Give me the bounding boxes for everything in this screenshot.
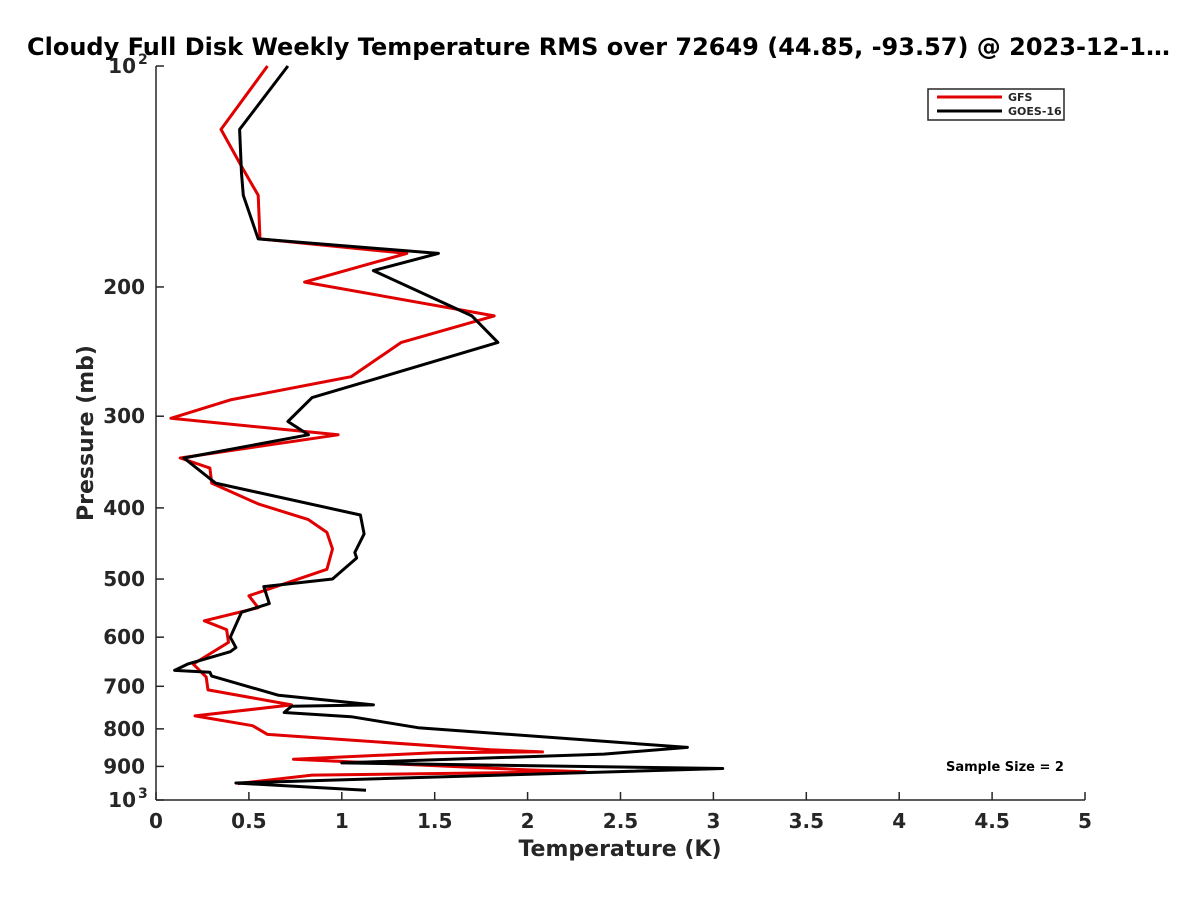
y-tick-label: 800 (103, 717, 145, 741)
x-tick-label: 2.5 (603, 809, 638, 833)
y-tick-label: 400 (103, 496, 145, 520)
series-lines (169, 65, 725, 792)
x-tick-label: 1 (335, 809, 349, 833)
y-tick-label: 200 (103, 275, 145, 299)
y-tick-label: 500 (103, 567, 145, 591)
legend-label-goes16: GOES-16 (1008, 105, 1062, 118)
sample-size-annotation: Sample Size = 2 (946, 760, 1064, 775)
y-tick-exponent: 2 (138, 52, 148, 68)
series-line-gfs (169, 65, 587, 786)
plot-area (155, 66, 1085, 801)
x-tick-label: 3.5 (789, 809, 824, 833)
x-tick-label: 3 (706, 809, 720, 833)
x-axis-label: Temperature (K) (518, 837, 721, 862)
chart-title: Cloudy Full Disk Weekly Temperature RMS … (27, 33, 1170, 61)
series-line-goes16 (173, 65, 725, 792)
x-tick-label: 4 (892, 809, 906, 833)
x-tick-label: 4.5 (974, 809, 1009, 833)
y-tick-label: 10 (108, 54, 136, 78)
x-ticks: 0 0.5 1 1.5 2 2.5 3 3.5 4 4.5 5 (149, 792, 1092, 833)
y-tick-label: 10 (108, 788, 136, 812)
legend: GFS GOES-16 (927, 88, 1065, 121)
x-tick-label: 0.5 (231, 809, 266, 833)
x-tick-label: 0 (149, 809, 163, 833)
y-tick-exponent: 3 (138, 786, 148, 802)
legend-label-gfs: GFS (1008, 91, 1033, 104)
y-tick-label: 700 (103, 674, 145, 698)
y-tick-label: 600 (103, 625, 145, 649)
x-tick-label: 1.5 (417, 809, 452, 833)
x-tick-label: 5 (1078, 809, 1092, 833)
y-tick-label: 900 (103, 754, 145, 778)
y-axis-label: Pressure (mb) (74, 345, 99, 521)
y-tick-label: 300 (103, 404, 145, 428)
legend-box (927, 88, 1065, 121)
x-tick-label: 2 (521, 809, 535, 833)
